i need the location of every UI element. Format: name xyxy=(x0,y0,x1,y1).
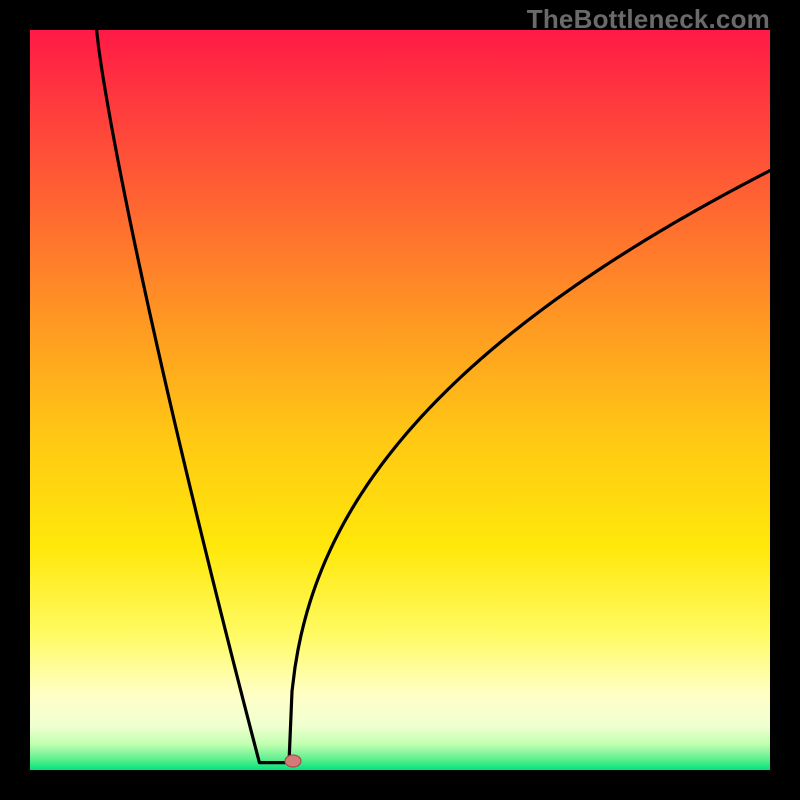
bottleneck-curve xyxy=(30,30,770,770)
plot-area xyxy=(30,30,770,770)
optimum-marker xyxy=(284,755,301,768)
chart-frame: TheBottleneck.com xyxy=(0,0,800,800)
